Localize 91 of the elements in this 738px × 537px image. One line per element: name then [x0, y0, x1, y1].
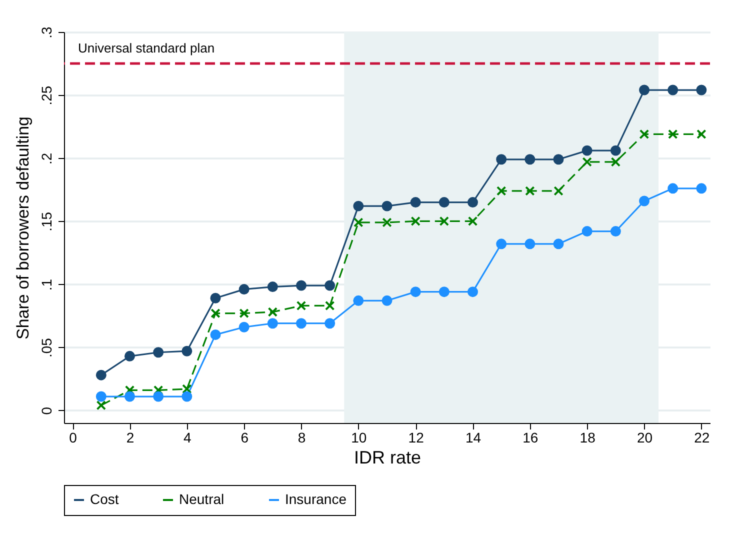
y-tick-label: .1: [38, 278, 54, 291]
point: [496, 238, 507, 250]
x-tick-label: 22: [694, 430, 710, 446]
x-tick-label: 16: [522, 430, 538, 446]
point: [182, 384, 192, 394]
point: [582, 157, 592, 167]
x-tick-label: 4: [184, 430, 192, 446]
point: [96, 400, 106, 410]
x-tick-label: 2: [126, 430, 134, 446]
y-axis-title: Share of borrowers defaulting: [14, 116, 32, 340]
point: [382, 218, 392, 228]
point: [696, 183, 707, 194]
x-tick-label: 18: [580, 430, 596, 446]
point: [696, 129, 706, 140]
x-tick-label: 14: [465, 430, 482, 446]
point: [153, 347, 164, 358]
point: [668, 183, 678, 194]
point: [554, 186, 564, 196]
legend-label: Neutral: [179, 491, 224, 507]
point: [182, 346, 192, 356]
point: [610, 157, 621, 167]
point: [267, 282, 278, 292]
point: [553, 154, 564, 165]
legend-label: Insurance: [285, 491, 347, 507]
point: [210, 329, 221, 340]
point: [524, 154, 536, 165]
point: [353, 295, 364, 306]
point: [324, 280, 336, 291]
point: [124, 350, 135, 362]
point: [124, 385, 135, 396]
point: [210, 292, 221, 304]
point: [438, 286, 450, 298]
point: [410, 286, 421, 298]
point: [153, 391, 164, 402]
point: [410, 216, 420, 226]
point: [324, 300, 335, 311]
y-tick-label: .15: [38, 212, 54, 232]
y-tick-label: .2: [38, 152, 54, 164]
point: [238, 284, 250, 295]
point: [639, 196, 650, 206]
point: [382, 295, 392, 306]
point: [410, 197, 421, 208]
point: [239, 308, 249, 318]
point: [553, 238, 564, 250]
legend-label: Cost: [90, 491, 119, 507]
x-tick-label: 12: [408, 430, 424, 446]
point: [468, 197, 478, 208]
point: [268, 307, 278, 317]
point: [610, 226, 621, 237]
point: [210, 308, 220, 318]
point: [296, 280, 306, 291]
x-tick-label: 20: [636, 430, 653, 446]
point: [525, 186, 535, 196]
y-tick-label: .3: [38, 26, 54, 38]
y-tick-label: 0: [38, 406, 54, 415]
point: [296, 318, 306, 329]
point: [96, 391, 106, 402]
x-axis-title: IDR rate: [354, 448, 422, 468]
point: [582, 145, 592, 156]
y-tick-label: .05: [38, 338, 54, 358]
point: [639, 84, 650, 96]
point: [267, 318, 278, 329]
x-tick-label: 8: [298, 430, 306, 446]
point: [354, 218, 364, 228]
point: [468, 216, 478, 226]
point: [296, 300, 306, 311]
y-tick-label: .25: [38, 86, 54, 106]
point: [524, 238, 536, 250]
point: [639, 129, 650, 140]
x-tick-label: 0: [69, 430, 78, 446]
point: [182, 391, 192, 402]
point: [124, 391, 135, 402]
point: [382, 200, 392, 212]
x-tick-label: 10: [351, 430, 367, 446]
point: [668, 129, 678, 140]
point: [353, 200, 364, 212]
point: [496, 186, 506, 196]
ref-line-label: Universal standard plan: [78, 40, 215, 56]
point: [238, 322, 250, 332]
x-tick-label: 6: [240, 430, 249, 446]
point: [438, 197, 450, 208]
point: [96, 370, 106, 380]
point: [582, 226, 592, 237]
point: [439, 216, 450, 226]
point: [324, 318, 336, 329]
point: [668, 84, 678, 96]
point: [496, 154, 507, 165]
point: [610, 145, 621, 156]
point: [696, 84, 707, 96]
point: [468, 286, 478, 298]
point: [153, 385, 164, 396]
